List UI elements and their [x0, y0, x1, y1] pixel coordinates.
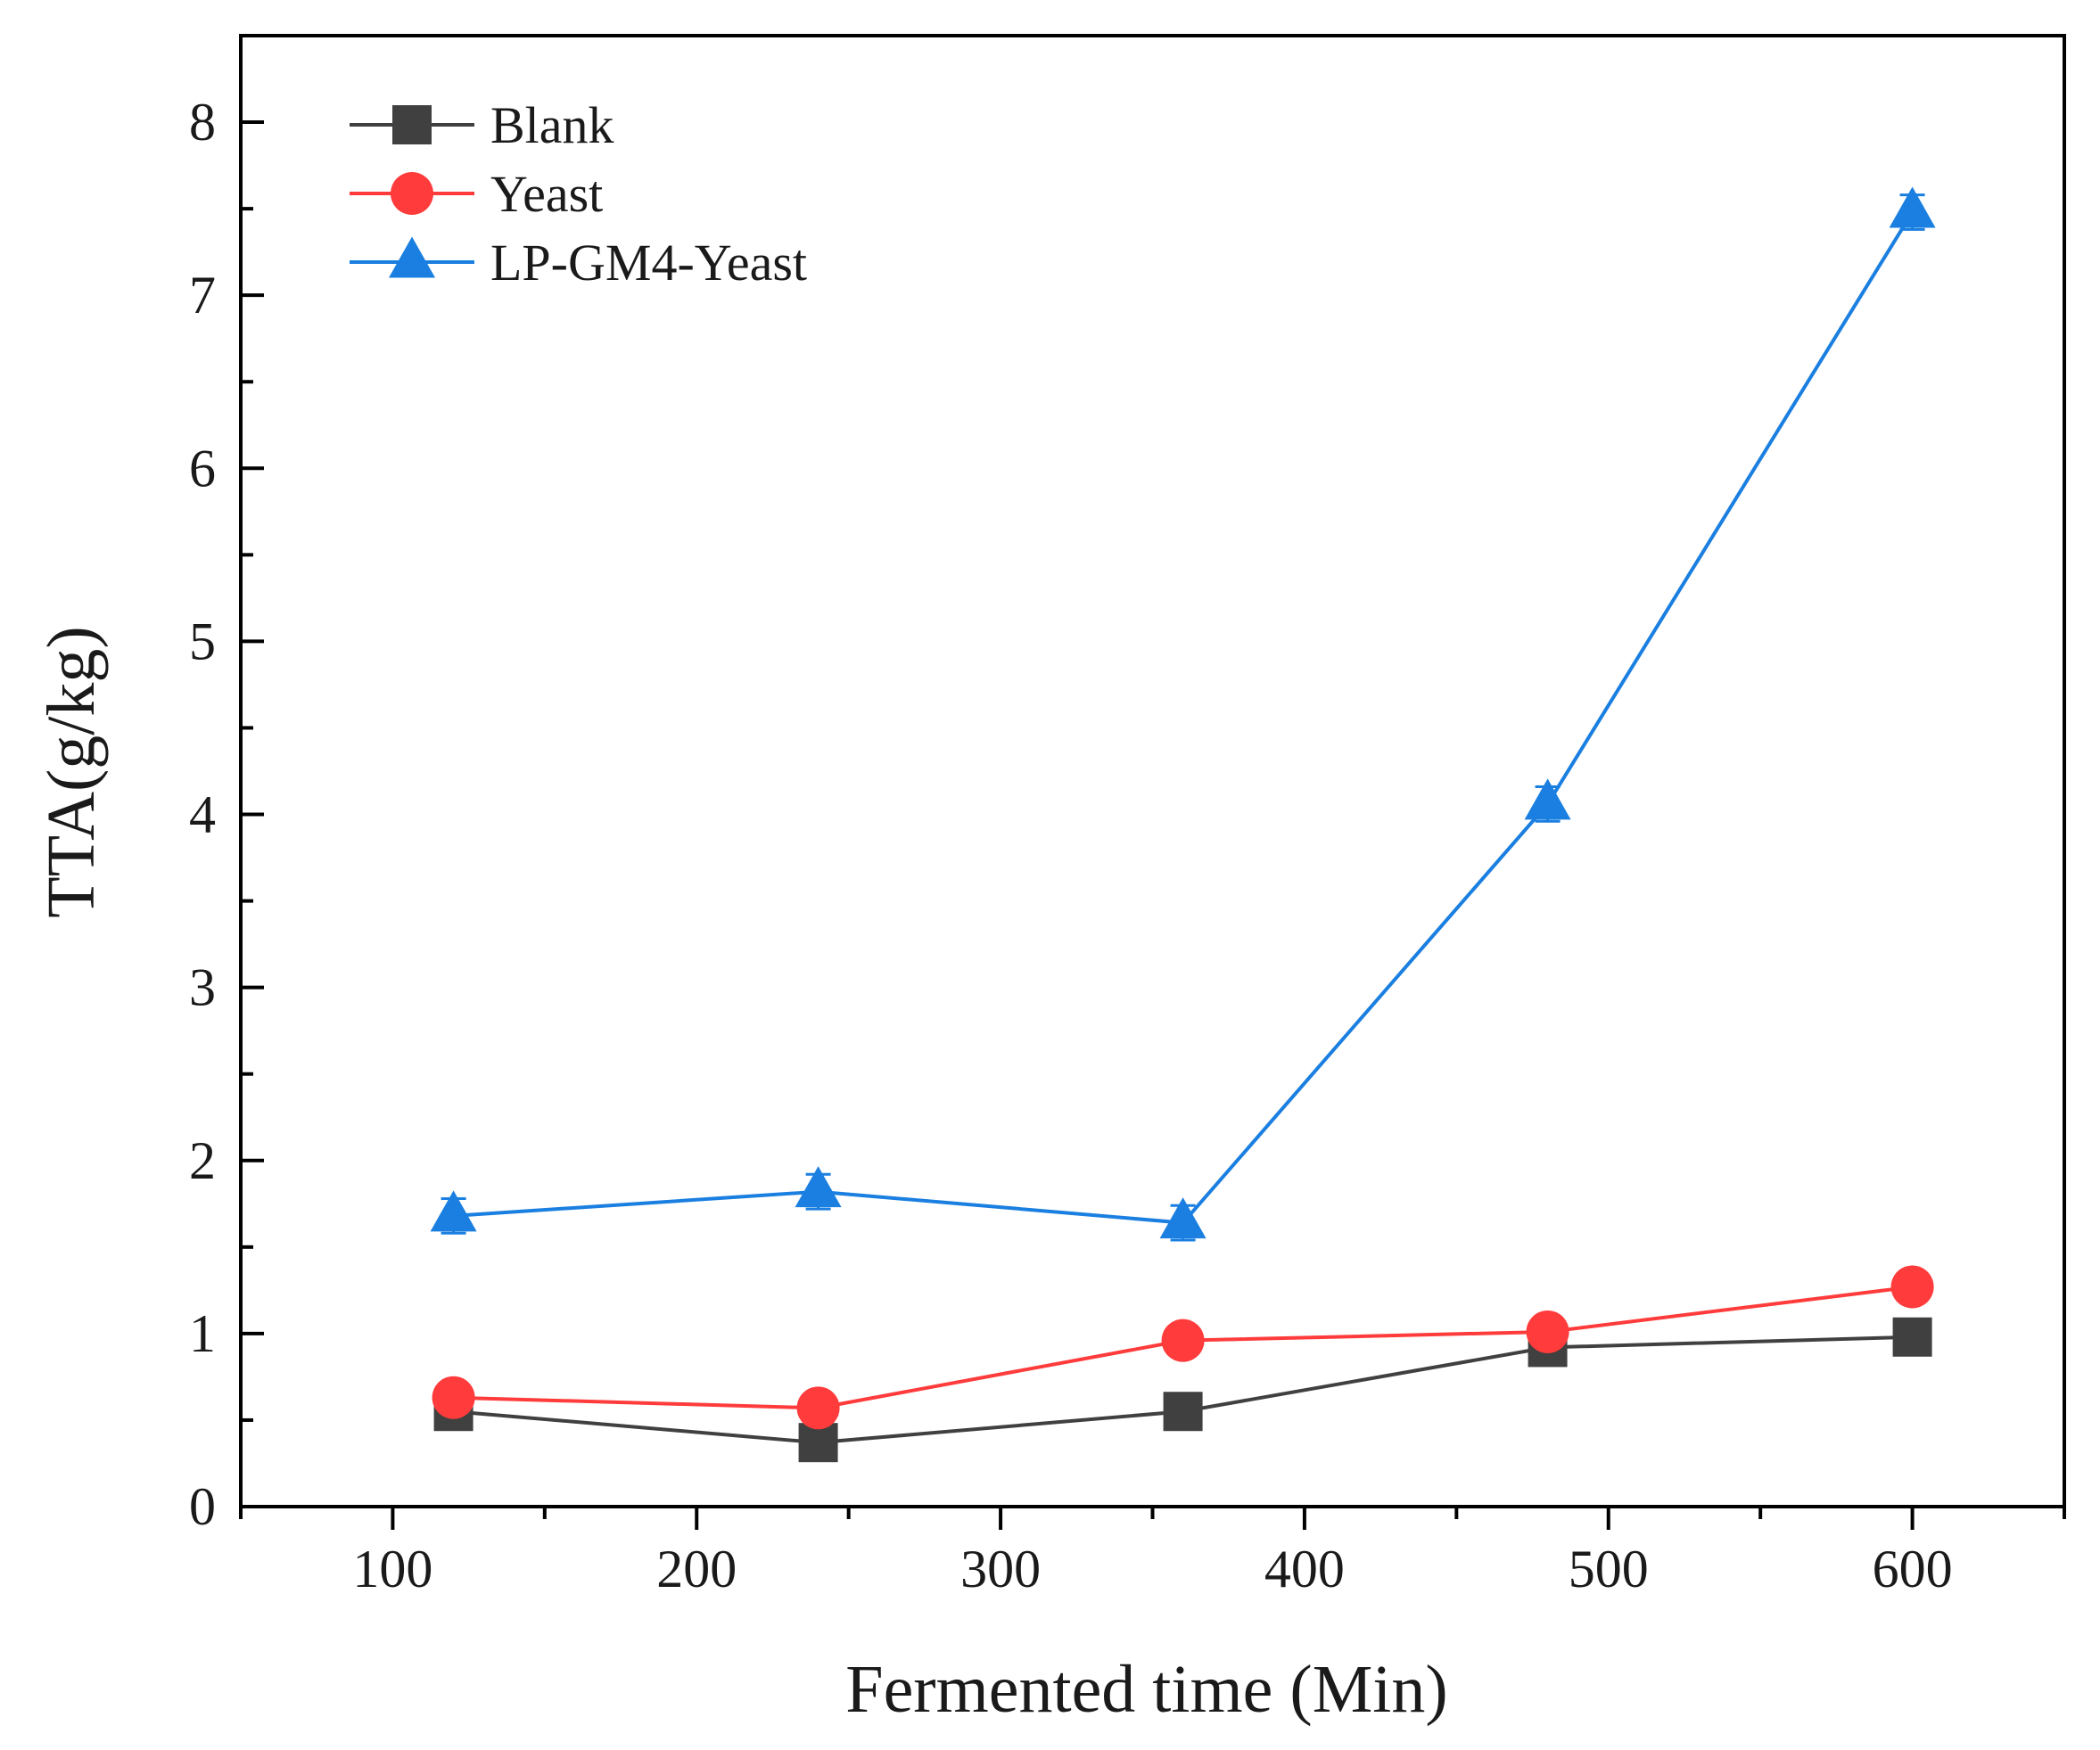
series-yeast — [432, 1265, 1934, 1430]
data-point — [1892, 1317, 1932, 1357]
x-tick-label: 600 — [1873, 1540, 1953, 1598]
data-point — [1159, 1197, 1206, 1239]
y-tick-label: 4 — [189, 785, 216, 844]
x-tick-label: 400 — [1264, 1540, 1345, 1598]
y-axis: 0 1 2 3 4 5 6 7 8 — [189, 34, 264, 1536]
series-layer — [430, 186, 1936, 1463]
legend-entry: LP-GM4-Yeast — [350, 234, 807, 292]
x-tick-label: 500 — [1569, 1540, 1649, 1598]
legend-label: Blank — [490, 96, 614, 154]
y-tick-label: 0 — [189, 1477, 216, 1536]
legend-entry: Blank — [350, 96, 614, 154]
data-point — [430, 1190, 477, 1232]
legend-marker — [392, 105, 432, 144]
data-point — [1890, 1265, 1934, 1309]
data-point — [1163, 1392, 1203, 1432]
data-point — [795, 1166, 842, 1208]
y-tick-label: 7 — [189, 266, 216, 325]
legend-label: LP-GM4-Yeast — [490, 234, 807, 292]
legend-entry: Yeast — [350, 165, 603, 223]
data-point — [1889, 186, 1936, 228]
series-line — [453, 210, 1915, 1225]
legend: Blank Yeast LP-GM4-Yeast — [350, 96, 807, 292]
y-tick-label: 5 — [189, 612, 216, 670]
data-point — [798, 1423, 838, 1463]
x-tick-label: 200 — [656, 1540, 737, 1598]
data-point — [1526, 1310, 1569, 1353]
y-tick-label: 1 — [189, 1304, 216, 1363]
x-axis: 100 200 300 400 500 600 — [239, 1507, 2066, 1598]
y-tick-label: 2 — [189, 1131, 216, 1190]
data-point — [432, 1376, 475, 1419]
x-tick-label: 100 — [352, 1540, 432, 1598]
data-point — [1524, 778, 1571, 820]
legend-label: Yeast — [490, 165, 603, 223]
y-tick-label: 6 — [189, 439, 216, 497]
y-tick-label: 8 — [189, 93, 216, 152]
x-axis-title: Fermented time (Min) — [845, 1652, 1447, 1727]
x-tick-label: 300 — [960, 1540, 1041, 1598]
y-axis-title: TTA(g/kg) — [34, 626, 109, 917]
data-point — [796, 1386, 840, 1430]
data-point — [1161, 1319, 1205, 1362]
series-lp-gm4-yeast — [430, 186, 1936, 1242]
y-tick-label: 3 — [189, 958, 216, 1017]
legend-marker — [389, 236, 435, 278]
legend-marker — [391, 172, 433, 215]
